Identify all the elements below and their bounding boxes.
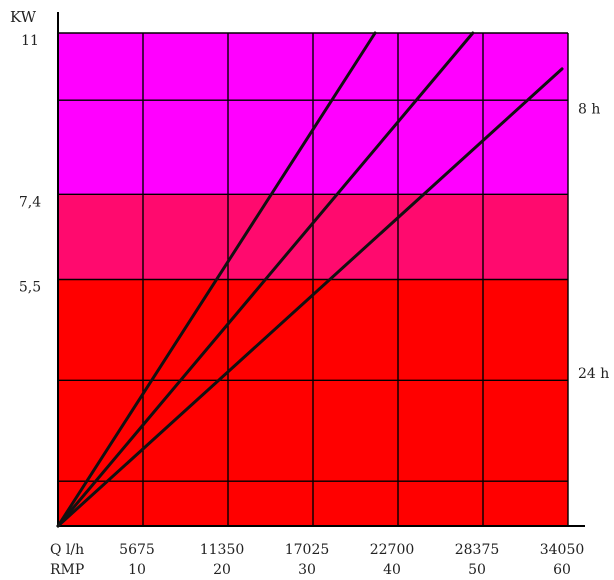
zone-label-0: 8 h (578, 102, 600, 118)
x-row1-label: Q l/h (50, 542, 84, 558)
x-tick-q-2: 17025 (285, 542, 330, 558)
x-tick-rmp-1: 20 (213, 562, 231, 578)
zone-label-1: 24 h (578, 366, 609, 382)
chart-axes (57, 12, 585, 527)
x-tick-q-3: 22700 (370, 542, 415, 558)
chart-series (56, 31, 564, 528)
series-line-1 (56, 31, 475, 528)
y-tick-0: 11 (21, 33, 39, 49)
x-tick-q-0: 5675 (119, 542, 155, 558)
y-axis-label: KW (10, 8, 37, 26)
y-tick-1: 7,4 (19, 194, 41, 210)
x-tick-q-1: 11350 (200, 542, 245, 558)
series-line-2 (56, 67, 564, 528)
x-tick-q-4: 28375 (455, 542, 500, 558)
chart-labels: KW Q l/h RMP 5675 11350 17025 22700 28375 340… (10, 8, 609, 578)
y-tick-2: 5,5 (19, 280, 41, 296)
x-tick-rmp-3: 40 (383, 562, 401, 578)
x-tick-rmp-4: 50 (468, 562, 486, 578)
x-tick-rmp-0: 10 (128, 562, 146, 578)
x-tick-q-5: 34050 (540, 542, 585, 558)
x-tick-rmp-2: 30 (298, 562, 316, 578)
series-line-0 (56, 31, 377, 528)
x-tick-rmp-5: 60 (553, 562, 571, 578)
chart-grid (58, 32, 569, 526)
x-row2-label: RMP (50, 562, 84, 578)
